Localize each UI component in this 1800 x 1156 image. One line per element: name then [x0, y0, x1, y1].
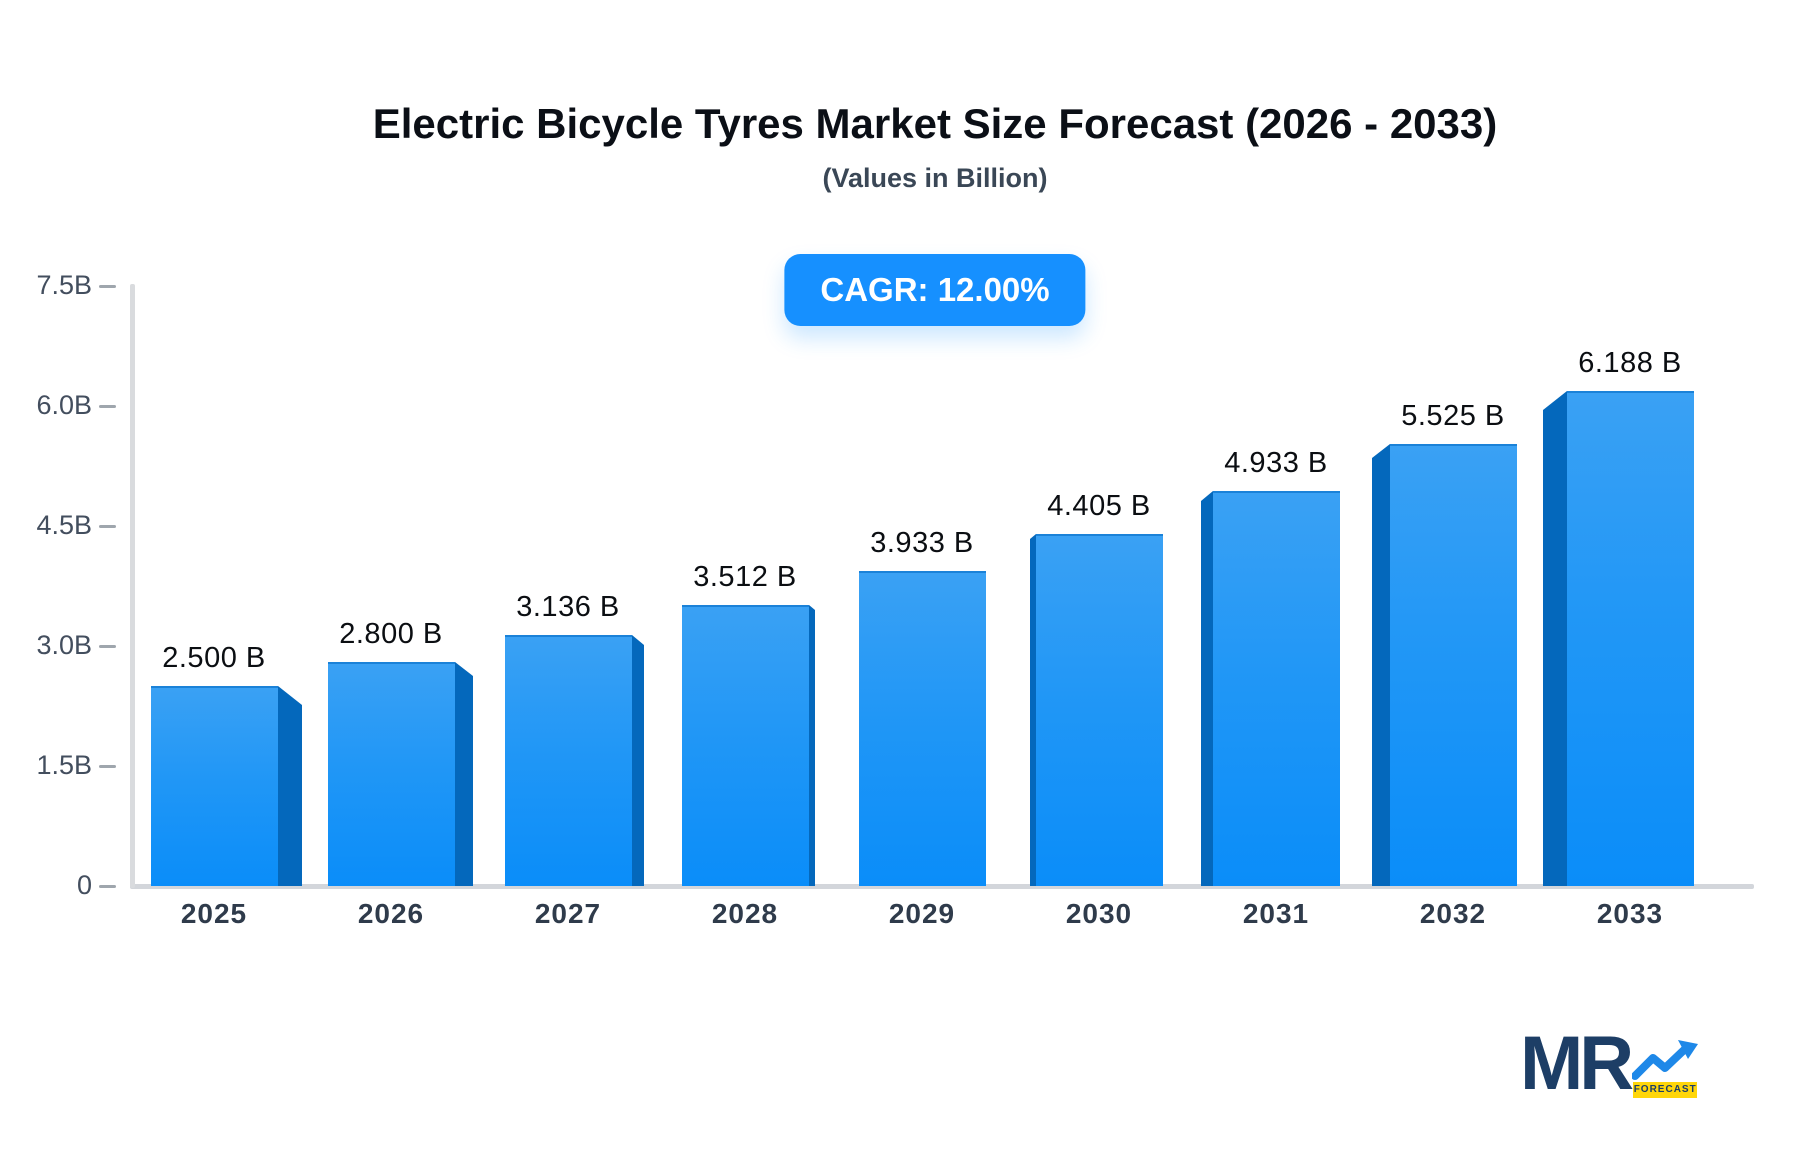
- y-tick-dash: [99, 885, 116, 888]
- chart-subtitle: (Values in Billion): [822, 163, 1048, 193]
- chart-title: Electric Bicycle Tyres Market Size Forec…: [372, 100, 1498, 147]
- bar-2028: [682, 605, 809, 886]
- y-axis-line: [130, 284, 135, 888]
- y-tick-dash: [99, 285, 116, 288]
- bar-2025: [151, 686, 278, 886]
- y-tick-dash: [99, 645, 116, 648]
- logo-mr-text: MR: [1520, 1021, 1634, 1106]
- y-tick-label: 7.5B: [36, 270, 92, 300]
- y-tick-label: 3.0B: [36, 630, 92, 660]
- bar-side-3d: [809, 605, 815, 886]
- bar-2031: [1213, 491, 1340, 886]
- bar-2033: [1567, 391, 1694, 886]
- x-axis-label-2027: 2027: [534, 898, 602, 929]
- bar-value-label: 2.500 B: [162, 642, 266, 674]
- bar-2032: [1390, 444, 1517, 886]
- trend-up-arrow-icon: [1632, 1040, 1699, 1080]
- bar-side-3d: [1372, 444, 1390, 886]
- bar-value-label: 4.405 B: [1047, 490, 1151, 522]
- x-axis-label-2032: 2032: [1419, 898, 1487, 929]
- bar-2026: [328, 662, 455, 886]
- x-axis-label-2030: 2030: [1065, 898, 1133, 929]
- cagr-badge: CAGR: 12.00%: [784, 254, 1086, 326]
- y-tick-label: 6.0B: [36, 390, 92, 420]
- bar-side-3d: [1201, 491, 1213, 886]
- bar-value-label: 3.933 B: [870, 527, 974, 559]
- bar-value-label: 6.188 B: [1578, 347, 1682, 379]
- bar-side-3d: [278, 686, 302, 886]
- bar-2027: [505, 635, 632, 886]
- bar-2029: [859, 571, 986, 886]
- bar-value-label: 3.136 B: [516, 591, 620, 623]
- bar-value-label: 2.800 B: [339, 618, 443, 650]
- x-axis-label-2026: 2026: [357, 898, 425, 929]
- x-axis-label-2028: 2028: [711, 898, 779, 929]
- y-tick-label: 1.5B: [36, 750, 92, 780]
- logo-forecast-text: FORECAST: [1633, 1082, 1698, 1098]
- logo-right-block: FORECAST: [1632, 1040, 1699, 1098]
- x-axis-label-2029: 2029: [888, 898, 956, 929]
- y-tick-label: 4.5B: [36, 510, 92, 540]
- x-axis-baseline: [130, 884, 1754, 889]
- bar-value-label: 5.525 B: [1401, 400, 1505, 432]
- y-tick-dash: [99, 405, 116, 408]
- bar-2030: [1036, 534, 1163, 886]
- bar-value-label: 4.933 B: [1224, 447, 1328, 479]
- x-axis-label-2025: 2025: [180, 898, 248, 929]
- y-tick-dash: [99, 525, 116, 528]
- y-tick-dash: [99, 765, 116, 768]
- bar-value-label: 3.512 B: [693, 561, 797, 593]
- bar-side-3d: [632, 635, 644, 886]
- y-tick-label: 0: [76, 870, 92, 900]
- bar-side-3d: [455, 662, 473, 886]
- x-axis-label-2031: 2031: [1242, 898, 1310, 929]
- x-axis-label-2033: 2033: [1596, 898, 1664, 929]
- bar-side-3d: [1030, 534, 1036, 886]
- mr-forecast-logo: MR FORECAST: [1520, 1021, 1699, 1106]
- bar-side-3d: [1543, 391, 1567, 886]
